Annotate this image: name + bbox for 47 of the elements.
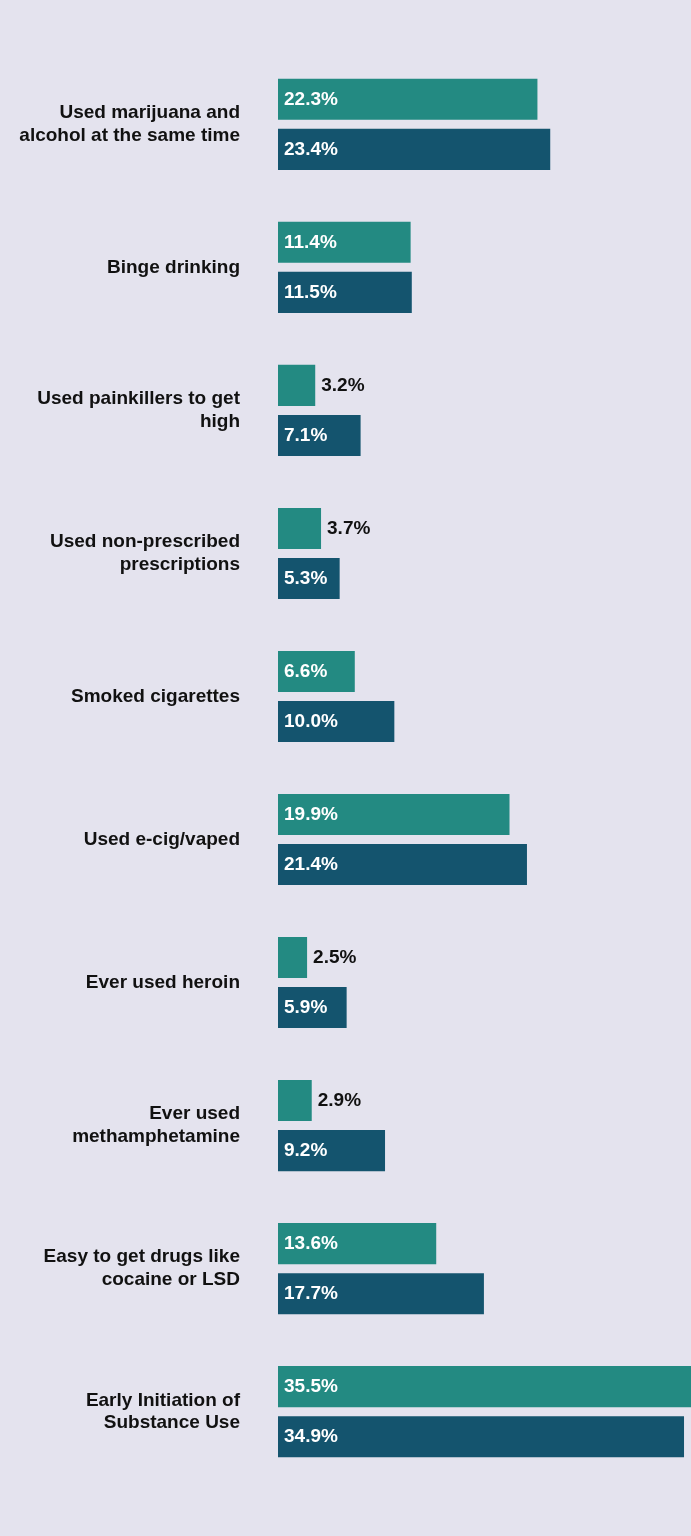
bar bbox=[278, 1130, 386, 1172]
data-label: 9.2% bbox=[284, 1138, 328, 1160]
bar bbox=[278, 937, 308, 979]
data-label: 11.5% bbox=[284, 280, 337, 302]
data-label: 21.4% bbox=[284, 852, 338, 874]
data-label: 22.3% bbox=[284, 87, 338, 109]
data-label: 23.4% bbox=[284, 137, 338, 159]
bar bbox=[278, 844, 527, 886]
data-label: 7.1% bbox=[284, 423, 328, 445]
data-label: 5.9% bbox=[284, 995, 328, 1017]
data-label: 10.0% bbox=[284, 709, 338, 731]
data-label: 6.6% bbox=[284, 659, 328, 681]
bar bbox=[278, 414, 361, 456]
data-label: 35.5% bbox=[284, 1374, 338, 1396]
bar bbox=[278, 1273, 484, 1315]
bar bbox=[278, 364, 316, 406]
y-tick-label: Used e-cig/vaped bbox=[83, 827, 240, 849]
data-label: 2.5% bbox=[313, 945, 357, 967]
bar bbox=[278, 1416, 685, 1458]
y-tick-label: Ever used heroin bbox=[85, 970, 240, 992]
data-label: 19.9% bbox=[284, 802, 338, 824]
bar bbox=[278, 1080, 312, 1122]
bar bbox=[278, 78, 538, 120]
data-label: 5.3% bbox=[284, 566, 328, 588]
data-label: 11.4% bbox=[284, 230, 337, 252]
bar bbox=[278, 1223, 437, 1265]
bar bbox=[278, 793, 510, 836]
bar bbox=[278, 700, 395, 743]
bar bbox=[278, 1366, 691, 1408]
bar bbox=[278, 128, 551, 170]
data-label: 3.2% bbox=[321, 373, 365, 395]
bar bbox=[278, 271, 412, 313]
bar bbox=[278, 221, 411, 263]
y-tick-label: Ever used methamphetamine bbox=[72, 1102, 240, 1147]
data-label: 2.9% bbox=[317, 1088, 362, 1110]
data-label: 34.9% bbox=[284, 1424, 338, 1446]
y-tick-label: Smoked cigarettes bbox=[71, 684, 240, 706]
data-label: 17.7% bbox=[284, 1281, 338, 1303]
y-tick-label: Binge drinking bbox=[107, 255, 240, 277]
y-tick-label: Used painkillers to get high bbox=[37, 387, 241, 432]
bar bbox=[278, 507, 322, 549]
y-tick-label: Easy to get drugs like cocaine or LSD bbox=[43, 1245, 240, 1290]
data-label: 13.6% bbox=[284, 1231, 338, 1253]
y-tick-label: Used marijuana and alcohol at the same time bbox=[19, 101, 240, 145]
data-label: 3.7% bbox=[327, 516, 371, 538]
y-tick-label: Early Initiation of Substance Use bbox=[85, 1388, 241, 1433]
y-tick-label: Used non-prescribed prescriptions bbox=[49, 530, 240, 575]
